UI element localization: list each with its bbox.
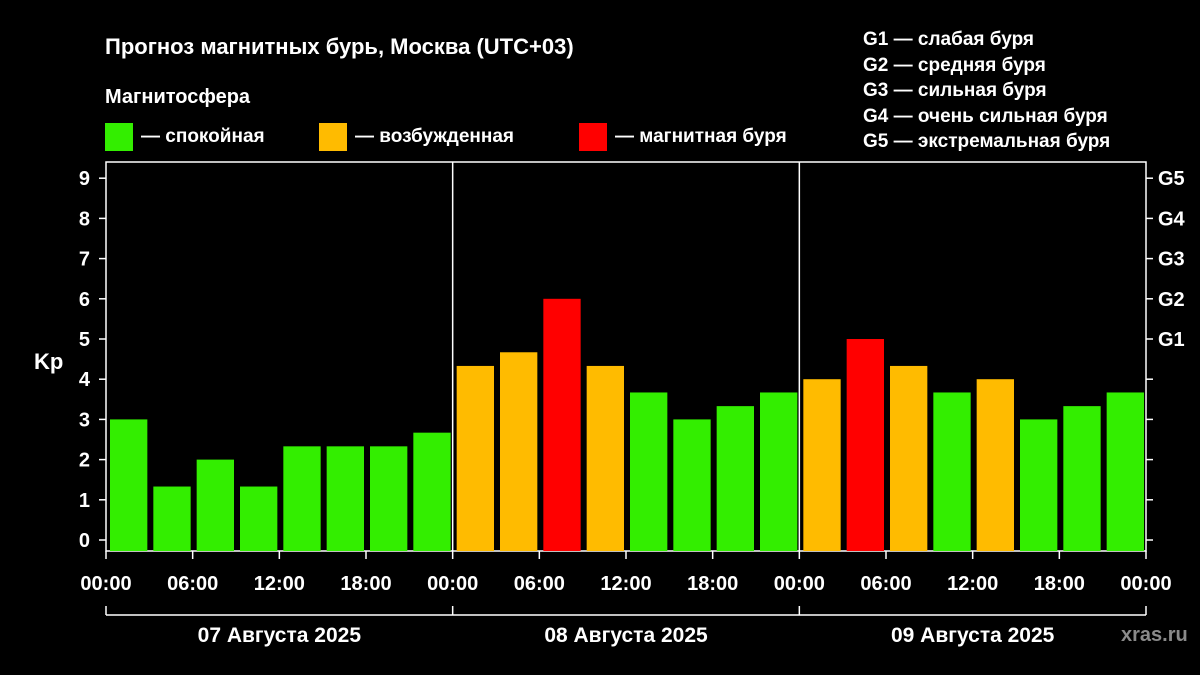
kp-bar: [1020, 419, 1058, 551]
legend-label-quiet: — спокойная: [141, 126, 265, 147]
x-tick-label: 18:00: [1034, 573, 1085, 595]
legend-swatch-storm: [579, 123, 607, 151]
kp-bar: [196, 459, 234, 551]
kp-bar: [153, 486, 191, 551]
legend-swatch-quiet: [105, 123, 133, 151]
kp-bar: [283, 446, 321, 551]
kp-bar: [630, 392, 668, 551]
y-tick-label: 4: [79, 369, 91, 391]
y-tick-label: 5: [79, 329, 90, 351]
kp-bar: [240, 486, 278, 551]
y-tick-label: 2: [79, 450, 90, 472]
y-tick-label: 0: [79, 530, 90, 552]
kp-bar: [1106, 392, 1144, 551]
legend-item-quiet: — спокойная: [105, 122, 265, 152]
legend-label-storm: — магнитная буря: [615, 126, 787, 147]
x-tick-label: 00:00: [1120, 573, 1171, 595]
x-tick-label: 12:00: [600, 573, 651, 595]
legend-label-active: — возбужденная: [355, 126, 515, 147]
x-tick-label: 00:00: [774, 573, 825, 595]
g-scale-legend: G1 — слабая буря G2 — средняя буря G3 — …: [863, 27, 1110, 155]
g-scale-label: G4: [1158, 208, 1186, 230]
magnetosphere-label: Магнитосфера: [105, 86, 251, 108]
kp-bar: [543, 298, 581, 551]
kp-bar: [110, 419, 148, 551]
kp-bar: [413, 432, 451, 551]
y-tick-label: 9: [79, 168, 90, 190]
x-tick-label: 00:00: [80, 573, 131, 595]
y-tick-label: 7: [79, 249, 90, 271]
y-tick-label: 1: [79, 490, 90, 512]
y-tick-label: 3: [79, 409, 90, 431]
y-axis-label: Kp: [34, 349, 63, 374]
g-legend-g4: G4 — очень сильная буря: [863, 105, 1108, 127]
g-legend-g2: G2 — средняя буря: [863, 54, 1046, 76]
g-scale-label: G3: [1158, 249, 1185, 271]
x-tick-label: 06:00: [167, 573, 218, 595]
g-scale-label: G5: [1158, 168, 1185, 190]
kp-bar: [890, 365, 928, 551]
g-scale-label: G2: [1158, 289, 1185, 311]
x-tick-label: 12:00: [254, 573, 305, 595]
kp-bar: [846, 339, 884, 551]
kp-bar: [586, 365, 624, 551]
kp-bar: [326, 446, 364, 551]
chart-title: Прогноз магнитных бурь, Москва (UTC+03): [105, 34, 574, 59]
x-tick-label: 18:00: [687, 573, 738, 595]
day-label: 09 Августа 2025: [891, 624, 1055, 647]
legend-item-active: — возбужденная: [319, 122, 514, 152]
y-tick-label: 8: [79, 208, 90, 230]
legend-item-storm: — магнитная буря: [579, 122, 787, 152]
x-tick-label: 06:00: [514, 573, 565, 595]
g-legend-g1: G1 — слабая буря: [863, 29, 1035, 50]
legend-swatch-active: [319, 123, 347, 151]
x-tick-label: 18:00: [340, 573, 391, 595]
kp-bar: [370, 446, 408, 551]
kp-bar: [716, 406, 754, 551]
kp-bar: [673, 419, 711, 551]
day-label: 08 Августа 2025: [544, 624, 708, 647]
g-legend-g5: G5 — экстремальная буря: [863, 131, 1111, 152]
x-tick-label: 12:00: [947, 573, 998, 595]
kp-bar: [456, 365, 494, 551]
kp-bar: [933, 392, 971, 551]
kp-bar: [976, 379, 1014, 551]
x-tick-label: 00:00: [427, 573, 478, 595]
kp-bar: [500, 352, 538, 551]
watermark: xras.ru: [1121, 624, 1188, 646]
g-scale-label: G1: [1158, 329, 1185, 351]
x-tick-label: 06:00: [860, 573, 911, 595]
g-legend-g3: G3 — сильная буря: [863, 80, 1047, 101]
kp-bar: [760, 392, 798, 551]
y-tick-label: 6: [79, 289, 90, 311]
kp-bar: [1063, 406, 1101, 551]
kp-bar: [803, 379, 841, 551]
day-label: 07 Августа 2025: [198, 624, 362, 647]
